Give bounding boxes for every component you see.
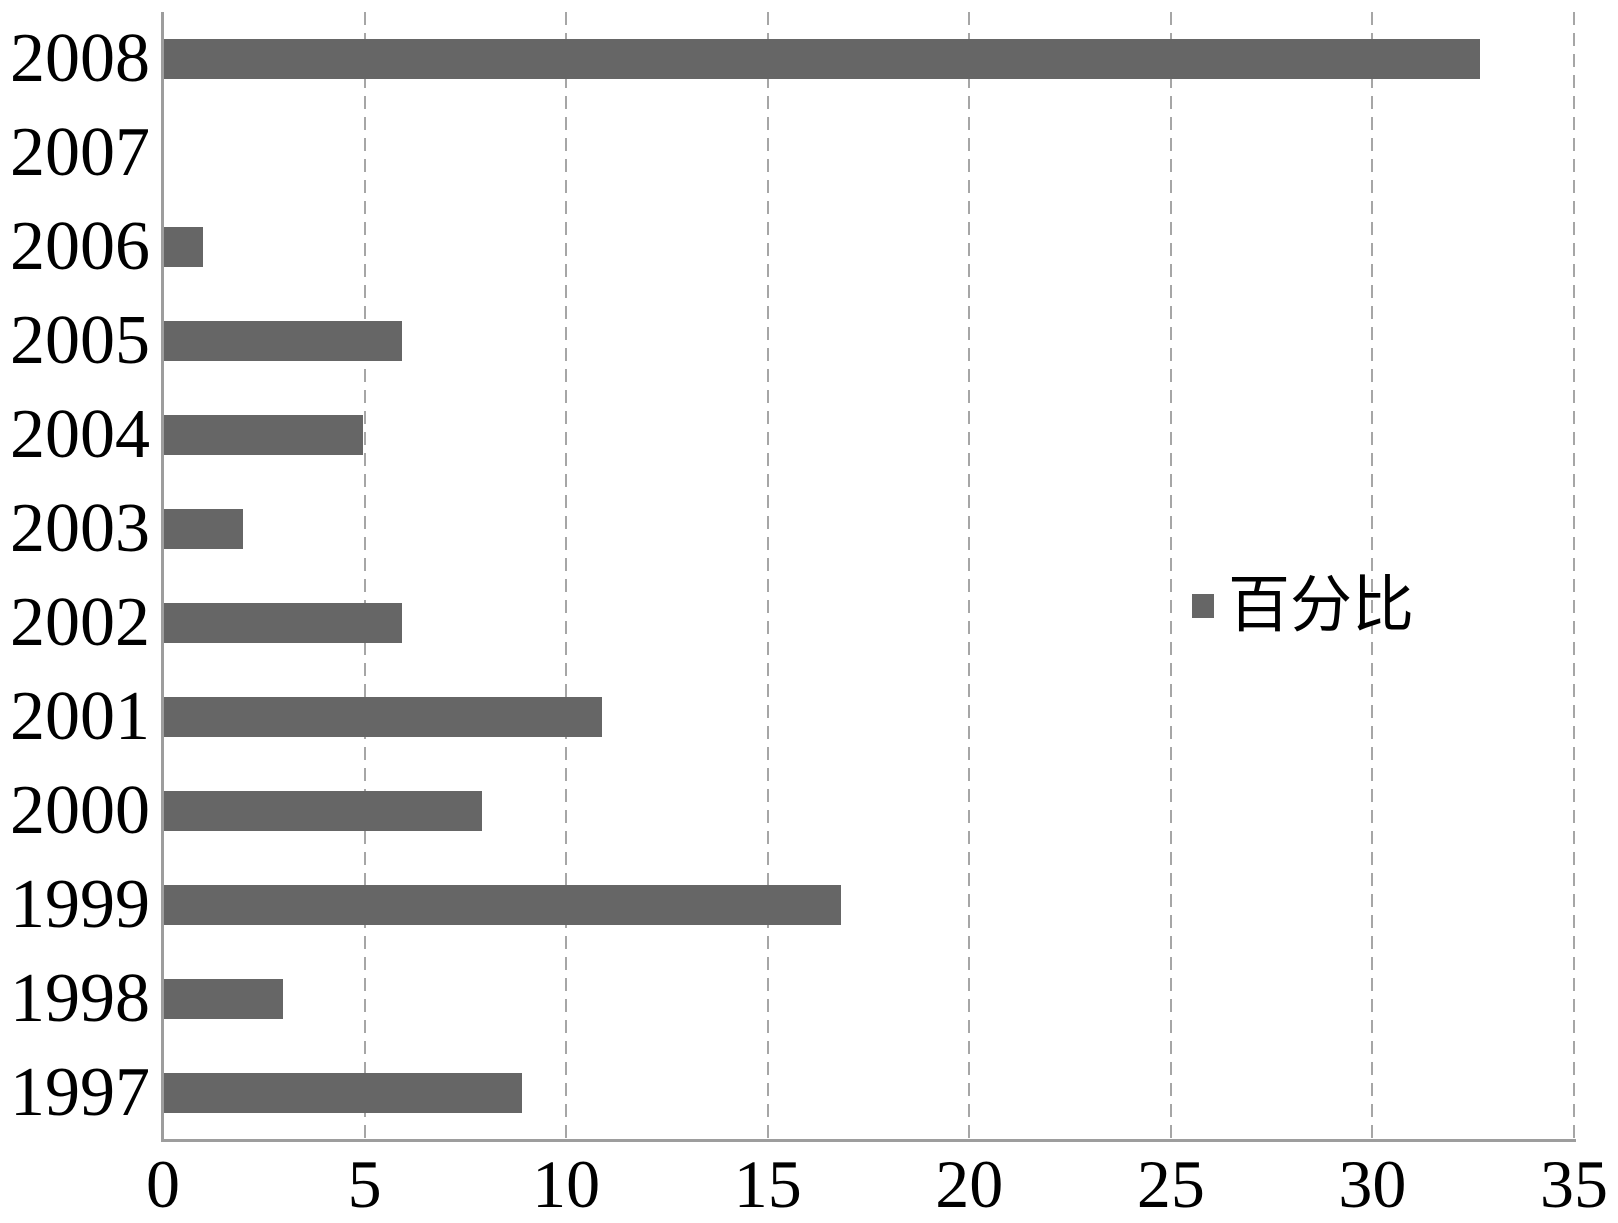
gridline-x-35: [1573, 12, 1575, 1140]
gridline-x-25: [1169, 12, 1172, 1140]
y-axis-label-2000: 2000: [10, 772, 150, 849]
bar-2001: [163, 697, 603, 737]
x-tick-label-10: 10: [532, 1146, 601, 1222]
legend-marker-icon: [1192, 594, 1214, 618]
gridline-x-20: [968, 12, 971, 1140]
bar-2002: [163, 603, 403, 643]
y-axis-line: [161, 12, 164, 1142]
bar-1999: [163, 885, 842, 925]
y-axis-label-2006: 2006: [10, 208, 150, 285]
x-tick-label-0: 0: [146, 1146, 180, 1222]
gridline-x-10: [565, 12, 568, 1140]
bar-2008: [163, 39, 1481, 79]
x-tick-label-35: 35: [1540, 1146, 1608, 1222]
plot-area: [163, 12, 1575, 1140]
bar-1998: [163, 979, 283, 1019]
gridline-x-15: [766, 12, 769, 1140]
y-axis-label-2002: 2002: [10, 584, 150, 661]
bar-2004: [163, 415, 363, 455]
y-axis-label-1997: 1997: [10, 1054, 150, 1131]
x-tick-label-20: 20: [935, 1146, 1004, 1222]
x-tick-label-25: 25: [1136, 1146, 1205, 1222]
gridline-x-5: [363, 12, 366, 1140]
gridline-x-30: [1371, 12, 1374, 1140]
y-axis-label-2004: 2004: [10, 396, 150, 473]
legend: 百分比: [1192, 556, 1414, 656]
x-axis-line: [161, 1139, 1576, 1142]
y-axis-label-2003: 2003: [10, 490, 150, 567]
legend-label: 百分比: [1228, 572, 1415, 640]
bar-2000: [163, 791, 483, 831]
y-axis-label-1998: 1998: [10, 960, 150, 1037]
y-axis-label-1999: 1999: [10, 866, 150, 943]
y-axis-label-2005: 2005: [10, 302, 150, 379]
bar-2006: [163, 227, 203, 267]
x-tick-label-15: 15: [733, 1146, 802, 1222]
y-axis-label-2001: 2001: [10, 678, 150, 755]
x-tick-label-30: 30: [1338, 1146, 1407, 1222]
x-tick-label-5: 5: [347, 1146, 382, 1222]
y-axis-label-2007: 2007: [10, 114, 150, 191]
bar-2005: [163, 321, 403, 361]
bar-2003: [163, 509, 243, 549]
bar-1997: [163, 1073, 523, 1113]
y-axis-label-2008: 2008: [10, 20, 150, 97]
